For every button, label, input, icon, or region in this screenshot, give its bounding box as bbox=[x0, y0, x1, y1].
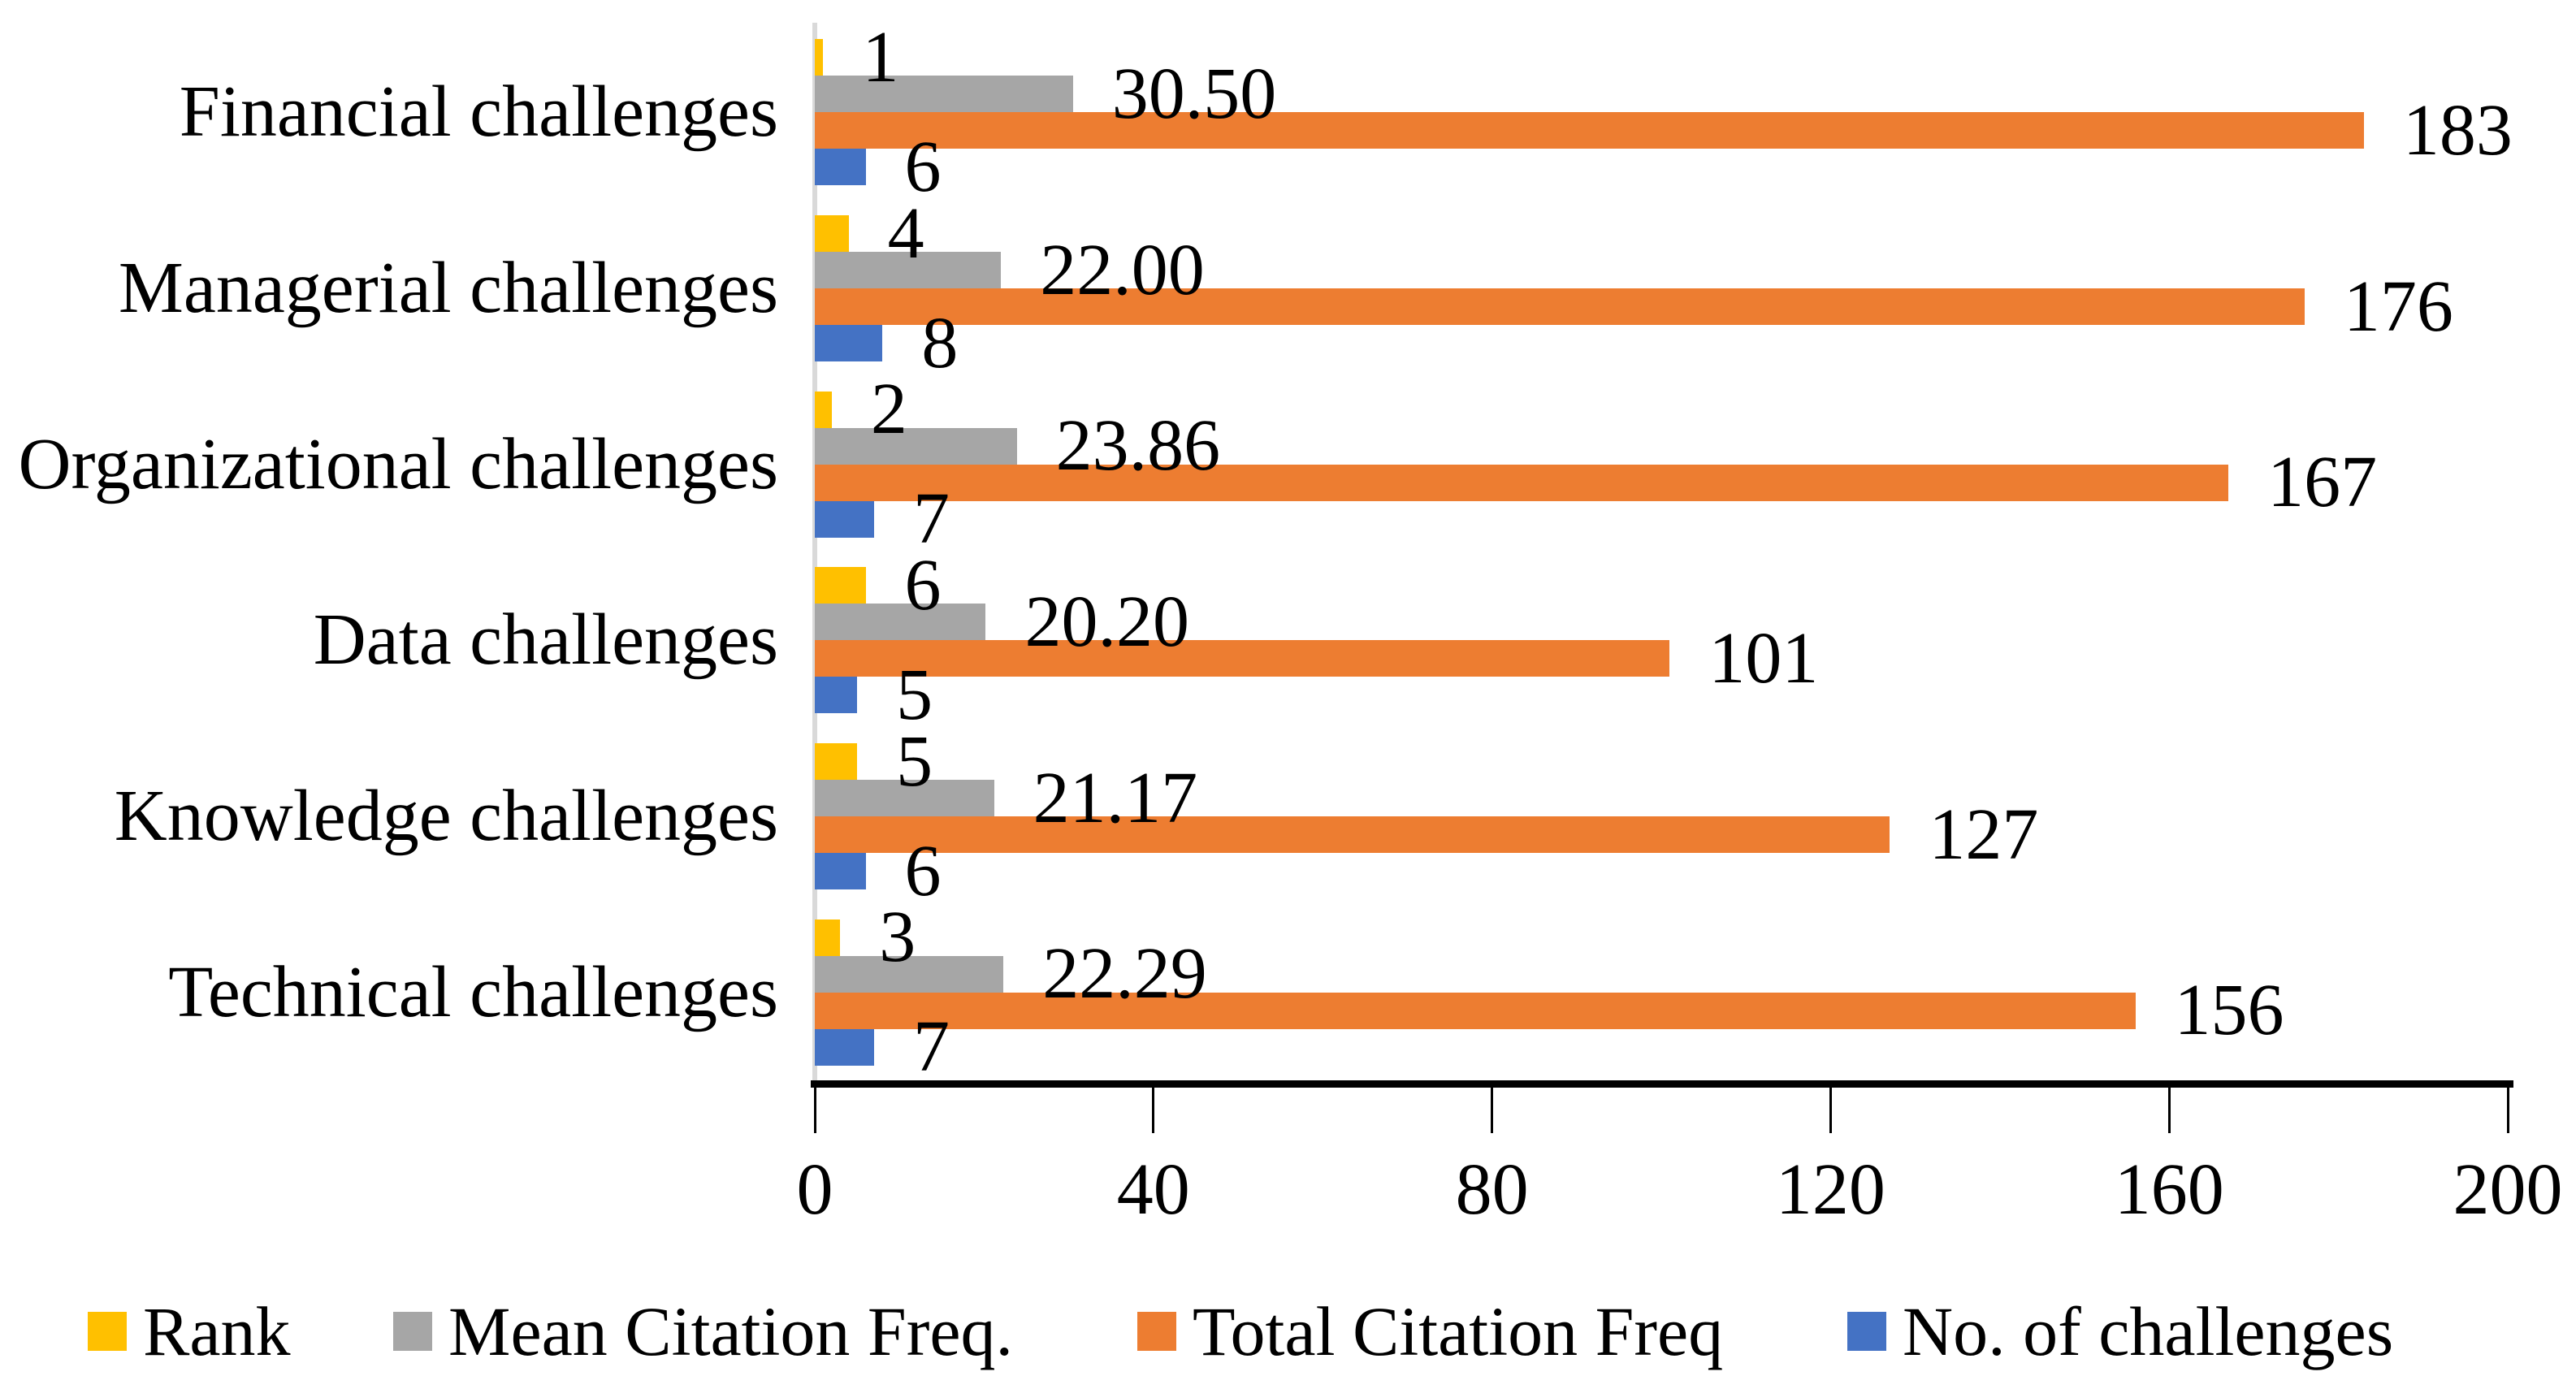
bar-value-label: 1 bbox=[862, 16, 899, 97]
bar-rank bbox=[815, 215, 849, 252]
bar-value-label: 20.20 bbox=[1024, 581, 1189, 662]
bar-total-citation-freq bbox=[815, 464, 2229, 501]
bar-value-label: 21.17 bbox=[1033, 757, 1198, 838]
bar-no-of-challenges bbox=[815, 677, 858, 714]
bar-total-citation-freq bbox=[815, 640, 1670, 677]
x-axis-tick bbox=[2506, 1088, 2509, 1133]
bar-mean-citation-freq- bbox=[815, 604, 986, 641]
bar-value-label: 4 bbox=[887, 193, 924, 274]
bar-rank bbox=[815, 391, 832, 428]
x-axis-tick bbox=[813, 1088, 816, 1133]
bar-value-label: 6 bbox=[904, 544, 942, 625]
category-label: Financial challenges bbox=[179, 71, 778, 153]
bar-value-label: 5 bbox=[896, 720, 933, 802]
x-axis-tick bbox=[1152, 1088, 1155, 1133]
bar-mean-citation-freq- bbox=[815, 252, 1002, 288]
bar-total-citation-freq bbox=[815, 992, 2136, 1029]
category-label: Technical challenges bbox=[168, 951, 778, 1032]
bar-value-label: 127 bbox=[1929, 794, 2039, 875]
bar-value-label: 2 bbox=[870, 369, 907, 450]
bar-value-label: 22.29 bbox=[1042, 933, 1207, 1015]
bar-value-label: 23.86 bbox=[1055, 405, 1221, 487]
bar-total-citation-freq bbox=[815, 288, 2305, 325]
x-axis-line bbox=[811, 1080, 2513, 1088]
bar-rank bbox=[815, 743, 858, 780]
bar-rank bbox=[815, 919, 841, 956]
bar-rank bbox=[815, 39, 824, 76]
bar-mean-citation-freq- bbox=[815, 76, 1073, 113]
bar-value-label: 167 bbox=[2267, 442, 2378, 523]
category-label: Knowledge challenges bbox=[114, 775, 778, 856]
x-axis-tick bbox=[1829, 1088, 1832, 1133]
category-label: Organizational challenges bbox=[18, 423, 778, 504]
bar-no-of-challenges bbox=[815, 500, 874, 538]
x-axis-tick-label: 80 bbox=[1455, 1149, 1529, 1230]
bar-value-label: 30.50 bbox=[1111, 53, 1277, 134]
x-axis-tick bbox=[2167, 1088, 2171, 1133]
x-axis-tick-label: 200 bbox=[2453, 1149, 2563, 1230]
bar-mean-citation-freq- bbox=[815, 780, 994, 816]
bar-value-label: 3 bbox=[879, 897, 916, 978]
bar-value-label: 7 bbox=[912, 478, 950, 560]
bar-value-label: 156 bbox=[2174, 970, 2284, 1051]
bar-value-label: 183 bbox=[2402, 89, 2513, 171]
bar-no-of-challenges bbox=[815, 149, 866, 186]
category-label: Managerial challenges bbox=[118, 247, 778, 328]
bar-value-label: 6 bbox=[904, 126, 942, 207]
x-axis-tick-label: 160 bbox=[2114, 1149, 2224, 1230]
bar-value-label: 101 bbox=[1708, 617, 1819, 699]
bar-no-of-challenges bbox=[815, 1028, 874, 1066]
bar-mean-citation-freq- bbox=[815, 427, 1017, 465]
bar-rank bbox=[815, 567, 866, 604]
y-axis-line bbox=[812, 23, 817, 1082]
bar-mean-citation-freq- bbox=[815, 955, 1004, 993]
bar-value-label: 6 bbox=[904, 830, 942, 911]
x-axis-tick-label: 0 bbox=[796, 1149, 833, 1230]
category-label: Data challenges bbox=[313, 599, 778, 681]
bar-value-label: 7 bbox=[912, 1006, 950, 1088]
x-axis-tick-label: 40 bbox=[1116, 1149, 1190, 1230]
bar-no-of-challenges bbox=[815, 325, 883, 361]
bar-no-of-challenges bbox=[815, 853, 866, 889]
x-axis-tick bbox=[1491, 1088, 1494, 1133]
bar-value-label: 5 bbox=[896, 654, 933, 735]
bar-value-label: 22.00 bbox=[1040, 229, 1205, 310]
bar-total-citation-freq bbox=[815, 112, 2364, 149]
bar-value-label: 8 bbox=[921, 302, 959, 383]
x-axis-tick-label: 120 bbox=[1775, 1149, 1885, 1230]
bar-value-label: 176 bbox=[2343, 266, 2453, 347]
bar-total-citation-freq bbox=[815, 816, 1890, 853]
